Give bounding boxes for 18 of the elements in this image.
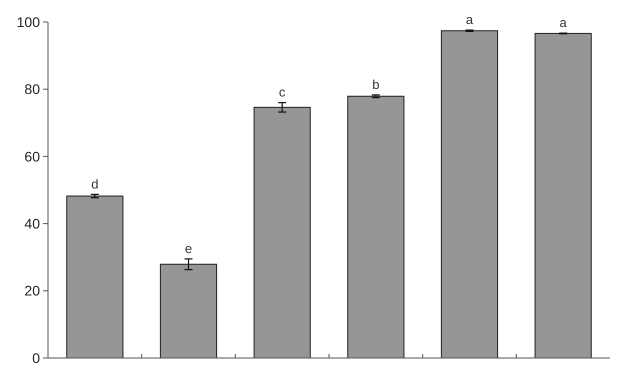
y-tick-label: 0 xyxy=(32,350,40,366)
bar xyxy=(254,106,311,358)
bar xyxy=(534,32,592,358)
data-label: e xyxy=(184,240,192,256)
bar xyxy=(66,196,124,358)
data-label: b xyxy=(372,76,380,92)
y-tick-label: 20 xyxy=(24,282,40,299)
bar xyxy=(440,30,498,358)
y-tick-label: 100 xyxy=(16,14,40,30)
y-tick-label: 40 xyxy=(24,216,40,232)
y-tick-label: 80 xyxy=(24,81,40,98)
data-label: a xyxy=(560,15,568,30)
data-label: c xyxy=(278,84,286,100)
data-label: a xyxy=(466,12,474,28)
bar xyxy=(347,96,404,358)
bar xyxy=(160,264,218,358)
y-tick-label: 60 xyxy=(24,148,40,164)
data-label: d xyxy=(91,176,98,192)
